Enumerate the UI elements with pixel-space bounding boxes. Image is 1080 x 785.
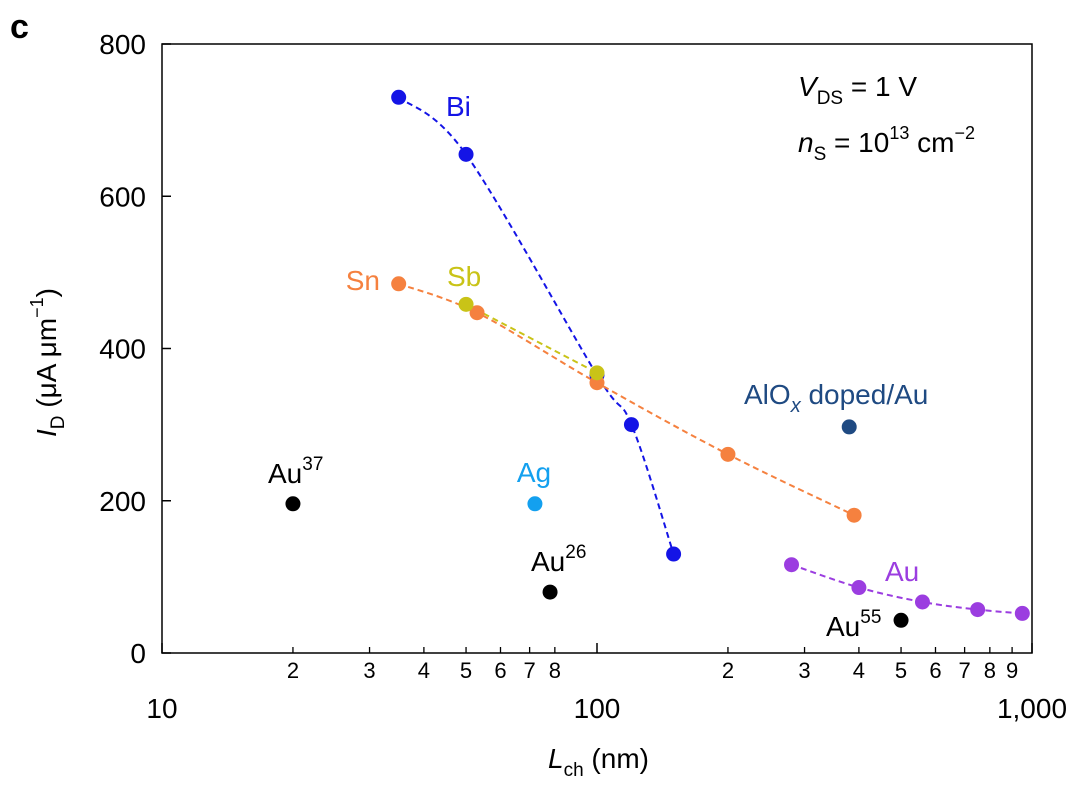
x-minor-tick-label-50: 5 — [460, 658, 472, 683]
point-au-4 — [1014, 605, 1030, 621]
point-sn-3 — [720, 446, 736, 462]
curve-sb-2 — [465, 303, 598, 374]
point-sn-1 — [469, 305, 485, 321]
x-minor-tick-label-500: 5 — [895, 658, 907, 683]
x-minor-tick-label-20: 2 — [287, 658, 299, 683]
point-au-3 — [970, 602, 986, 618]
series-label-alox: AlOx doped/Au — [744, 379, 928, 417]
series-label-sn: Sn — [346, 265, 380, 296]
x-major-tick-label-10: 10 — [146, 693, 177, 724]
series-label-ag: Ag — [517, 457, 551, 488]
point-au37-0 — [285, 496, 301, 512]
point-au-2 — [914, 594, 930, 610]
x-minor-tick-label-80: 8 — [549, 658, 561, 683]
point-bi-4 — [666, 546, 682, 562]
ns-annotation: nS = 1013 cm−2 — [798, 123, 975, 165]
point-ag-0 — [527, 496, 543, 512]
curve-bi-0 — [398, 96, 675, 555]
point-alox-0 — [841, 419, 857, 435]
x-minor-tick-label-60: 6 — [494, 658, 506, 683]
point-sn-4 — [846, 507, 862, 523]
vds-annotation: VDS = 1 V — [798, 71, 917, 109]
panel-label: c — [10, 8, 29, 46]
y-tick-label-400: 400 — [99, 334, 146, 365]
series-label-au: Au — [885, 556, 919, 587]
y-axis: 0 200 400 600 800 — [99, 29, 171, 669]
point-sb-1 — [589, 365, 605, 381]
series-label-au37: Au37 — [268, 454, 323, 489]
series-label-au55: Au55 — [826, 607, 881, 642]
series-label-sb: Sb — [447, 261, 481, 292]
y-axis-title: ID (μA μm−1) — [27, 288, 69, 437]
x-major-tick-label-1000: 1,000 — [997, 693, 1067, 724]
x-minor-tick-label-600: 6 — [929, 658, 941, 683]
point-au55-0 — [893, 612, 909, 628]
x-minor-tick-label-70: 7 — [523, 658, 535, 683]
x-minor-tick-label-800: 8 — [984, 658, 996, 683]
point-bi-1 — [458, 146, 474, 162]
point-bi-3 — [623, 417, 639, 433]
x-major-tick-label-100: 100 — [574, 693, 621, 724]
point-au-1 — [851, 580, 867, 596]
x-minor-tick-label-200: 2 — [722, 658, 734, 683]
fit-curves — [398, 96, 1023, 615]
x-minor-tick-label-300: 3 — [798, 658, 810, 683]
point-bi-0 — [391, 89, 407, 105]
point-sn-0 — [391, 276, 407, 292]
y-tick-label-600: 600 — [99, 181, 146, 212]
x-axis-title: Lch (nm) — [548, 743, 649, 781]
data-points — [285, 89, 1030, 628]
x-minor-tick-label-900: 9 — [1006, 658, 1018, 683]
x-minor-tick-label-40: 4 — [418, 658, 430, 683]
y-tick-label-0: 0 — [130, 638, 146, 669]
series-labels: Bi Sn Sb Au Ag AlOx doped/Au Au37 Au26 Au55 — [268, 91, 928, 642]
x-minor-tick-label-30: 3 — [363, 658, 375, 683]
curve-au-3 — [791, 563, 1023, 615]
point-sb-0 — [458, 296, 474, 312]
point-au26-0 — [542, 584, 558, 600]
point-au-0 — [784, 557, 800, 573]
series-label-au26: Au26 — [531, 542, 586, 577]
y-tick-label-800: 800 — [99, 29, 146, 60]
x-minor-tick-label-700: 7 — [958, 658, 970, 683]
x-minor-tick-label-400: 4 — [853, 658, 865, 683]
series-label-bi: Bi — [446, 91, 471, 122]
y-tick-label-200: 200 — [99, 486, 146, 517]
